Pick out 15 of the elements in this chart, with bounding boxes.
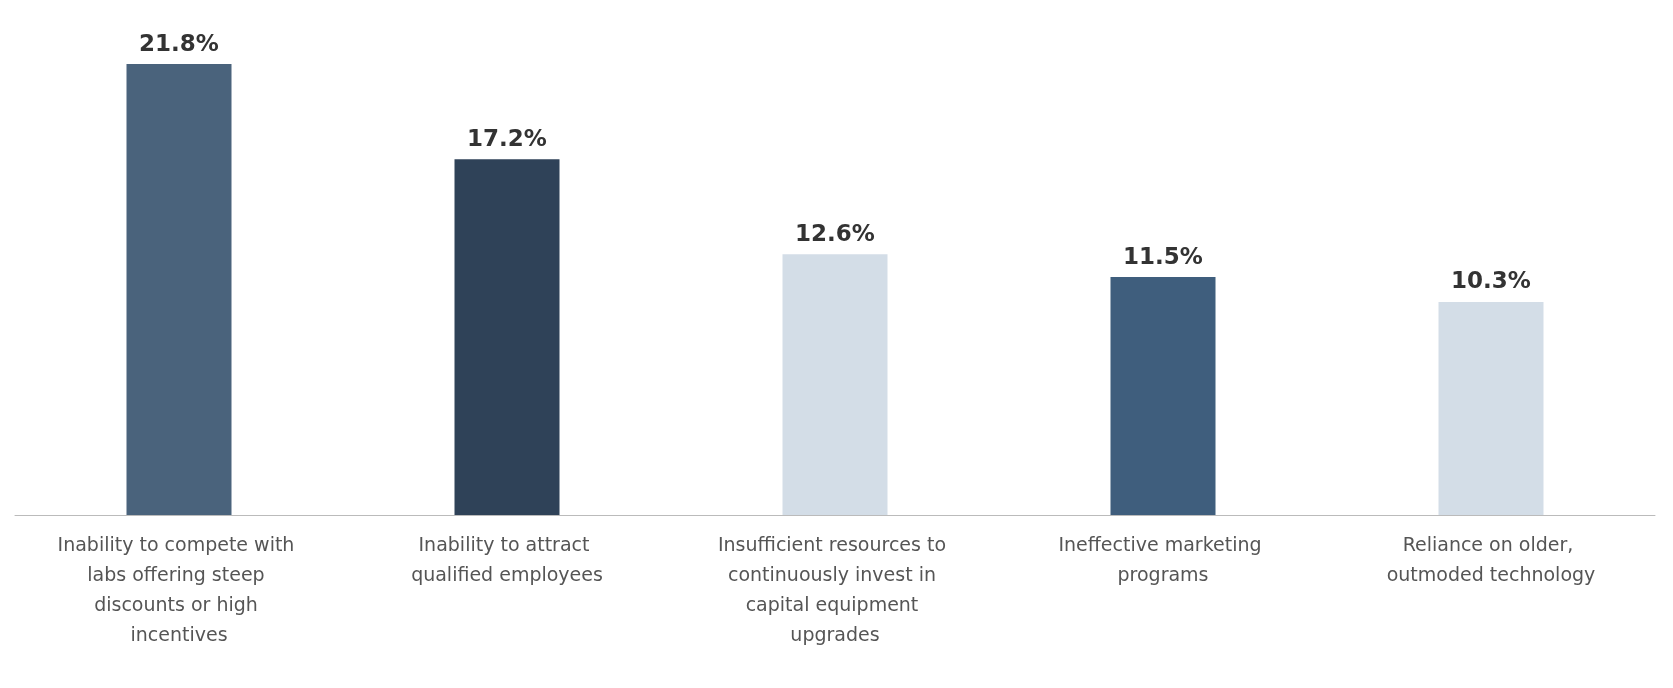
data-label: 21.8% xyxy=(139,29,219,56)
bar xyxy=(782,254,888,515)
bar xyxy=(1438,301,1544,515)
bar xyxy=(126,64,232,515)
x-tick-label: Inability to compete with labs offering steep discounts or high incentives xyxy=(57,533,301,645)
data-label: 11.5% xyxy=(1123,242,1203,269)
x-tick-label: Reliance on older, outmoded technology xyxy=(1386,533,1596,585)
data-label: 12.6% xyxy=(795,219,875,246)
x-tick-label: Ineffective marketing programs xyxy=(1058,533,1268,585)
x-tick-label: Inability to attract qualified employees xyxy=(411,533,603,585)
bar xyxy=(454,159,560,515)
bar xyxy=(1110,277,1216,515)
data-label: 10.3% xyxy=(1451,267,1531,294)
x-tick-label: Insufficient resources to continuously invest in capital equipment upgrades xyxy=(717,533,953,645)
data-label: 17.2% xyxy=(467,124,547,151)
